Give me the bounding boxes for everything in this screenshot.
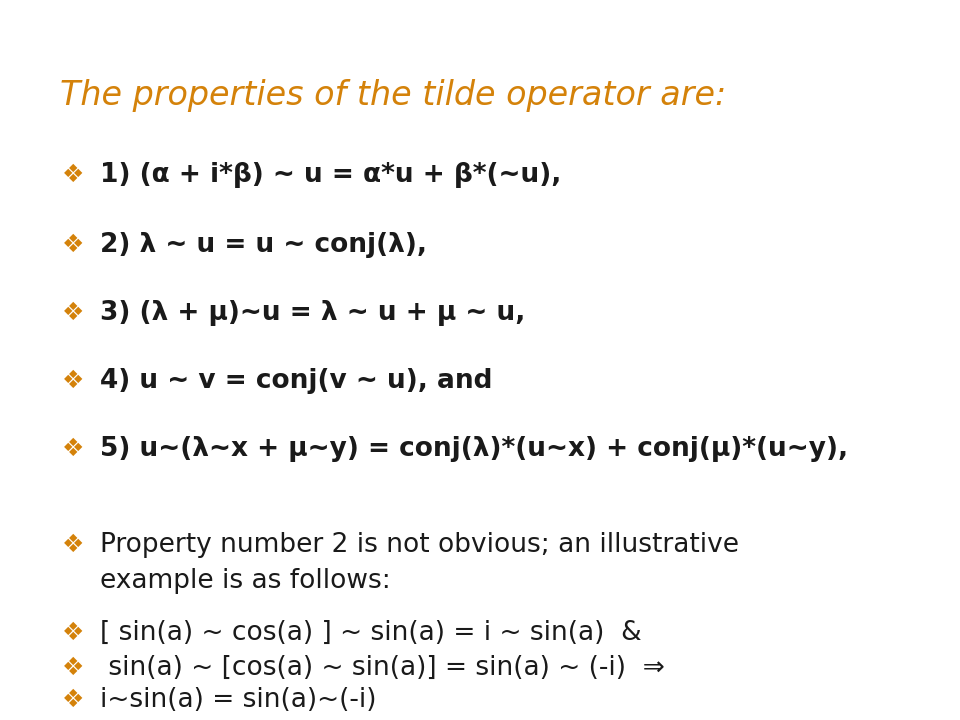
Text: ❖: ❖	[62, 688, 84, 712]
Text: 1) (α + i*β) ~ u = α*u + β*(~u),: 1) (α + i*β) ~ u = α*u + β*(~u),	[100, 162, 562, 188]
Text: ❖: ❖	[62, 437, 84, 461]
Text: example is as follows:: example is as follows:	[100, 568, 391, 594]
Text: ❖: ❖	[62, 163, 84, 187]
Text: sin(a) ~ [cos(a) ~ sin(a)] = sin(a) ~ (-i)  ⇒: sin(a) ~ [cos(a) ~ sin(a)] = sin(a) ~ (-…	[100, 655, 665, 681]
Text: 4) u ~ v = conj(v ~ u), and: 4) u ~ v = conj(v ~ u), and	[100, 368, 492, 394]
Text: ❖: ❖	[62, 301, 84, 325]
Text: ❖: ❖	[62, 533, 84, 557]
Text: ❖: ❖	[62, 233, 84, 257]
Text: i~sin(a) = sin(a)~(-i): i~sin(a) = sin(a)~(-i)	[100, 687, 376, 713]
Text: ❖: ❖	[62, 621, 84, 645]
Text: The properties of the tilde operator are:: The properties of the tilde operator are…	[60, 78, 727, 112]
Text: Property number 2 is not obvious; an illustrative: Property number 2 is not obvious; an ill…	[100, 532, 739, 558]
Text: ❖: ❖	[62, 369, 84, 393]
Text: [ sin(a) ~ cos(a) ] ~ sin(a) = i ~ sin(a)  &: [ sin(a) ~ cos(a) ] ~ sin(a) = i ~ sin(a…	[100, 620, 641, 646]
Text: 5) u~(λ~x + μ~y) = conj(λ)*(u~x) + conj(μ)*(u~y),: 5) u~(λ~x + μ~y) = conj(λ)*(u~x) + conj(…	[100, 436, 848, 462]
Text: 2) λ ~ u = u ~ conj(λ),: 2) λ ~ u = u ~ conj(λ),	[100, 232, 427, 258]
Text: 3) (λ + μ)~u = λ ~ u + μ ~ u,: 3) (λ + μ)~u = λ ~ u + μ ~ u,	[100, 300, 525, 326]
Text: ❖: ❖	[62, 656, 84, 680]
